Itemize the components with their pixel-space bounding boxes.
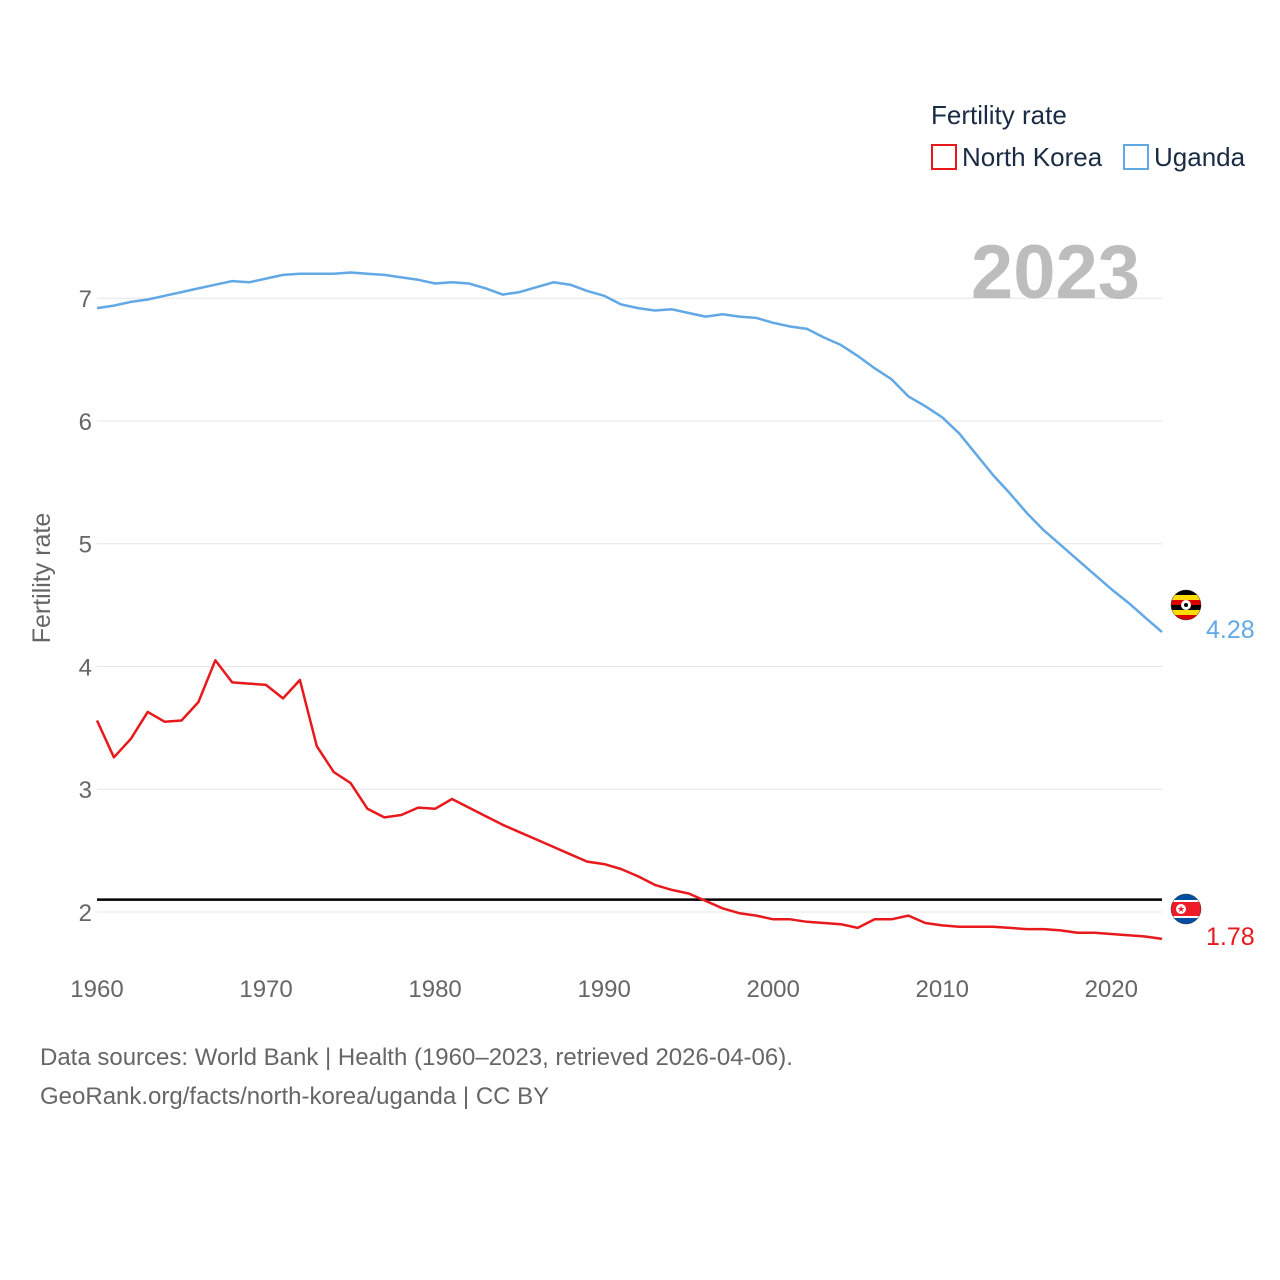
source-note: Data sources: World Bank | Health (1960–…	[40, 1044, 793, 1071]
series-line-uganda	[96, 271, 1163, 634]
end-labels: 1.78 4.28	[1206, 616, 1255, 951]
legend-swatch-uganda	[1123, 144, 1149, 170]
x-tick-label: 1970	[239, 976, 292, 1003]
y-tick-label: 3	[79, 777, 92, 804]
series-lines	[95, 271, 1163, 941]
x-axis-ticks: 1960 1970 1980 1990 2000 2010 2020	[70, 976, 1138, 1003]
legend-swatch-north-korea	[931, 144, 957, 170]
legend-label-uganda: Uganda	[1154, 142, 1246, 172]
y-tick-label: 7	[79, 286, 92, 313]
x-tick-label: 1990	[577, 976, 630, 1003]
series-line-north-korea	[95, 659, 1163, 941]
end-value-north-korea: 1.78	[1206, 923, 1255, 951]
legend-item-north-korea[interactable]: North Korea	[931, 142, 1103, 172]
year-label: 2023	[971, 230, 1140, 315]
x-tick-label: 1980	[408, 976, 461, 1003]
y-axis-title: Fertility rate	[28, 513, 56, 644]
svg-text:★: ★	[1177, 904, 1185, 914]
x-tick-label: 1960	[70, 976, 123, 1003]
legend-label-north-korea: North Korea	[962, 142, 1103, 172]
y-axis-ticks: 2 3 4 5 6 7	[79, 286, 92, 927]
y-tick-label: 2	[79, 900, 92, 927]
legend-item-uganda[interactable]: Uganda	[1123, 142, 1246, 172]
x-tick-label: 2010	[916, 976, 969, 1003]
y-tick-label: 6	[79, 409, 92, 436]
y-tick-label: 4	[79, 654, 92, 681]
north-korea-flag-icon: ★	[1170, 893, 1202, 925]
attribution-link[interactable]: GeoRank.org/facts/north-korea/uganda | C…	[40, 1083, 550, 1110]
legend: Fertility rate North Korea Uganda	[931, 100, 1246, 172]
gridlines	[97, 297, 1162, 913]
legend-title: Fertility rate	[931, 100, 1067, 130]
x-tick-label: 2000	[746, 976, 799, 1003]
x-tick-label: 2020	[1085, 976, 1138, 1003]
end-value-uganda: 4.28	[1206, 616, 1255, 644]
y-tick-label: 5	[79, 532, 92, 559]
uganda-flag-icon	[1170, 589, 1202, 621]
